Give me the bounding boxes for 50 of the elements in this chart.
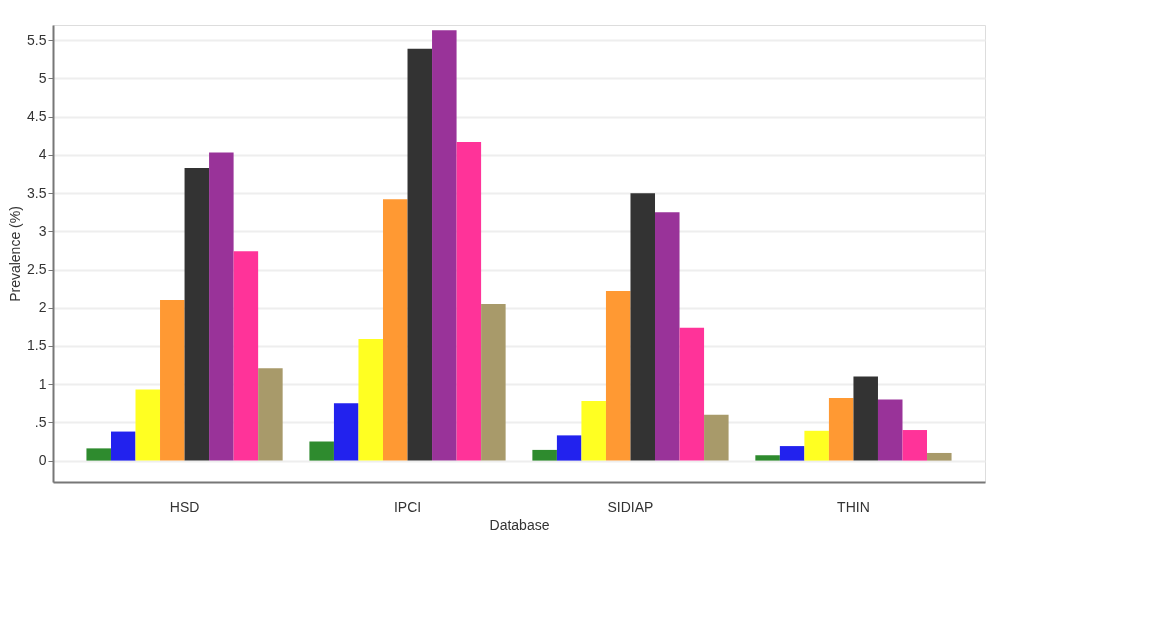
y-tick-label: .5 [34,413,47,430]
y-tick-label: 4 [38,146,47,163]
bar [655,212,680,461]
y-tick-label: 0 [38,452,47,469]
bar [556,435,582,461]
bar [209,152,234,461]
bar [382,199,408,461]
bar [456,141,482,461]
bar [779,446,805,461]
bar [110,431,136,461]
y-tick-label: 5 [38,69,47,86]
bar [902,430,928,461]
bar [630,193,656,461]
bar [184,167,210,461]
bar [605,290,631,461]
bar [927,452,952,461]
bar [532,449,557,461]
bar [828,397,854,461]
bar [333,403,359,461]
bar [853,376,878,461]
bar [704,414,729,461]
bar [233,251,259,461]
y-tick-label: 3 [38,222,47,239]
x-tick-label: THIN [837,498,870,515]
bar [160,300,185,461]
bar [581,400,606,461]
y-tick-label: 3.5 [27,184,47,201]
y-tick-label: 2.5 [27,261,47,278]
bar [755,455,780,461]
y-tick-label: 5.5 [27,31,47,48]
bar [86,448,111,461]
bar [877,399,903,461]
bar [309,441,334,461]
y-tick-label: 1 [38,375,47,392]
y-axis-title: Prevalence (%) [7,206,24,302]
bar [679,327,705,461]
bar [258,368,283,461]
bar [481,303,506,461]
x-tick-label: SIDIAP [607,498,654,515]
x-axis-title: Database [489,516,550,533]
y-tick-label: 1.5 [27,337,47,354]
y-tick-label: 2 [38,299,47,316]
bar [358,339,383,461]
y-tick-label: 4.5 [27,108,47,125]
bar [407,48,433,461]
bar [804,430,829,461]
x-tick-label: HSD [169,498,200,515]
x-tick-label: IPCI [393,498,422,515]
bar [432,30,457,461]
bar [135,389,161,461]
